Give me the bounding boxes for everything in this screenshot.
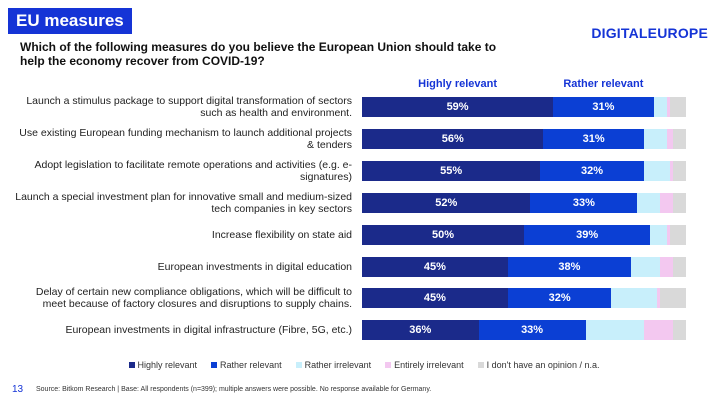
category-label: Increase flexibility on state aid [211,228,352,241]
bar-segment: 45% [362,288,508,309]
value-label: 52% [435,196,458,209]
legend-item: Rather irrelevant [295,360,372,370]
badge: EU measures [8,8,132,34]
column-header: Rather relevant [563,78,644,90]
bar-segment [643,160,670,181]
bar-segment: 56% [362,128,544,149]
bar-segment [673,192,686,213]
legend-swatch [128,362,135,368]
bar-segment: 33% [530,192,638,213]
value-label: 32% [548,292,571,305]
value-label: 45% [423,292,446,305]
source-note: Source: Bitkom Research | Base: All resp… [36,386,432,393]
legend-label: Highly relevant [137,360,198,370]
bar-segment [673,256,686,277]
chart-title: Which of the following measures do you b… [20,40,497,68]
legend-item: Rather relevant [211,360,282,370]
bar-segment [660,256,674,277]
bar-segment [669,160,674,181]
value-label: 56% [441,132,464,145]
value-label: 50% [431,228,455,241]
legend-swatch [477,362,484,368]
bar-segment: 38% [507,256,631,277]
bar-segment: 50% [362,224,524,245]
bar-segment [666,224,670,245]
bar-segment [669,97,686,117]
bar-segment: 33% [478,320,586,341]
bar-segment [660,192,674,213]
bar-segment [656,288,661,309]
legend-item: I don't have an opinion / n.a. [477,360,600,370]
value-label: 31% [582,132,605,145]
value-label: 55% [440,164,463,177]
category-label: European investments in digital educatio… [157,260,352,273]
bar-segment [611,288,657,309]
bar-segment [630,256,661,277]
bar-segment: 31% [543,128,644,149]
value-label: 33% [521,324,544,337]
bar-segment: 36% [362,320,479,341]
logo: DIGITALEUROPE [591,25,708,41]
bar-segment: 59% [362,97,554,117]
bar-segment [673,128,686,149]
legend-item: Entirely irrelevant [385,360,464,370]
legend-swatch [295,362,302,368]
bar-segment [650,224,667,245]
bar-segment: 45% [362,256,508,277]
bar-segment [653,97,667,117]
legend: Highly relevant Rather relevant Rather irr… [0,360,728,370]
legend-swatch [385,362,392,368]
bar-segment: 32% [507,288,612,309]
bar-segment [643,128,667,149]
category-label: European investments in digital infrastr… [65,324,352,337]
bar-segment: 32% [540,160,644,181]
value-label: 59% [446,101,469,113]
bar-segment: 39% [524,224,651,245]
category-label: Use existing European funding mechanism … [19,126,352,151]
legend-label: Rather relevant [220,360,282,370]
category-label: Delay of certain new compliance obligati… [35,286,352,311]
value-label: 36% [409,324,432,337]
page-number: 13 [12,384,24,395]
bar-segment [673,320,686,341]
value-label: 39% [576,228,599,241]
legend-item: Highly relevant [128,360,198,370]
legend-label: Entirely irrelevant [394,360,464,370]
legend-label: Rather irrelevant [304,360,372,370]
bar-segment [643,320,674,341]
bar-segment: 31% [553,97,654,117]
bar-segment: 52% [362,192,531,213]
bar-segment [669,224,686,245]
bar-segment [666,97,670,117]
value-label: 33% [572,196,595,209]
legend-label: I don't have an opinion / n.a. [486,360,600,370]
bar-segment [585,320,644,341]
bar-segment: 55% [362,160,541,181]
column-header: Highly relevant [418,78,498,90]
category-label: Adopt legislation to facilitate remote o… [34,158,352,183]
legend-swatch [211,362,218,368]
value-label: 31% [592,101,615,113]
bar-segment [637,192,661,213]
value-label: 45% [423,260,446,273]
category-label: Launch a special investment plan for inn… [15,190,352,215]
bar-segment [660,288,686,309]
category-label: Launch a stimulus package to support dig… [26,95,352,119]
bar-segment [673,160,686,181]
value-label: 38% [558,260,581,273]
value-label: 32% [581,164,604,177]
bar-segment [666,128,674,149]
